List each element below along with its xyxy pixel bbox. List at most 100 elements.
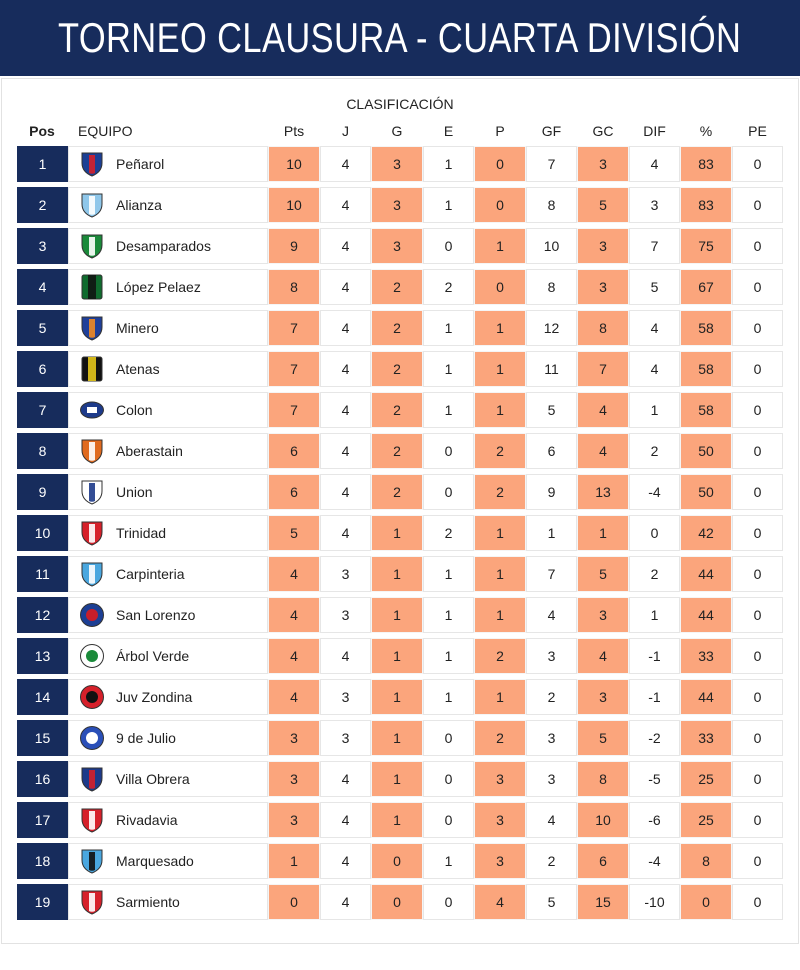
dif-cell: 5 <box>629 269 680 305</box>
table-row: 9 Union 6 4 2 0 2 9 13 -4 50 0 <box>0 474 800 510</box>
e-cell: 0 <box>423 884 474 920</box>
team-cell: 9 de Julio <box>68 720 268 756</box>
p-cell: 1 <box>474 228 526 264</box>
team-name: San Lorenzo <box>116 607 196 623</box>
pct-cell: 0 <box>680 884 732 920</box>
p-cell: 2 <box>474 433 526 469</box>
gf-cell: 4 <box>526 802 577 838</box>
team-cell: Minero <box>68 310 268 346</box>
pts-cell: 0 <box>268 884 320 920</box>
pct-cell: 33 <box>680 720 732 756</box>
gc-cell: 3 <box>577 679 629 715</box>
team-name: Árbol Verde <box>116 648 190 664</box>
dif-cell: -6 <box>629 802 680 838</box>
pe-cell: 0 <box>732 269 783 305</box>
team-crest-icon <box>79 889 105 915</box>
pct-cell: 42 <box>680 515 732 551</box>
pe-cell: 0 <box>732 884 783 920</box>
pts-cell: 4 <box>268 638 320 674</box>
team-name: Marquesado <box>116 853 194 869</box>
p-cell: 0 <box>474 269 526 305</box>
pe-cell: 0 <box>732 843 783 879</box>
j-cell: 4 <box>320 351 371 387</box>
pts-cell: 10 <box>268 146 320 182</box>
g-cell: 2 <box>371 433 423 469</box>
g-cell: 0 <box>371 884 423 920</box>
g-cell: 1 <box>371 556 423 592</box>
pe-cell: 0 <box>732 638 783 674</box>
table-subtitle: CLASIFICACIÓN <box>346 96 454 112</box>
team-name: Sarmiento <box>116 894 180 910</box>
j-cell: 3 <box>320 597 371 633</box>
pe-cell: 0 <box>732 515 783 551</box>
header-e: E <box>443 123 454 139</box>
p-cell: 0 <box>474 187 526 223</box>
e-cell: 0 <box>423 761 474 797</box>
g-cell: 1 <box>371 638 423 674</box>
table-row: 1 Peñarol 10 4 3 1 0 7 3 4 83 0 <box>0 146 800 182</box>
pct-cell: 44 <box>680 679 732 715</box>
gc-cell: 15 <box>577 884 629 920</box>
page-title: TORNEO CLAUSURA - CUARTA DIVISIÓN <box>58 14 742 61</box>
header-j: J <box>342 123 349 139</box>
team-crest-icon <box>79 274 105 300</box>
team-cell: Carpinteria <box>68 556 268 592</box>
pct-cell: 8 <box>680 843 732 879</box>
pct-cell: 50 <box>680 474 732 510</box>
team-crest-icon <box>79 315 105 341</box>
gf-cell: 3 <box>526 720 577 756</box>
g-cell: 3 <box>371 187 423 223</box>
position-cell: 15 <box>17 720 68 756</box>
gc-cell: 8 <box>577 310 629 346</box>
e-cell: 1 <box>423 638 474 674</box>
gc-cell: 3 <box>577 146 629 182</box>
position-cell: 19 <box>17 884 68 920</box>
team-crest-icon <box>79 438 105 464</box>
gc-cell: 4 <box>577 638 629 674</box>
pts-cell: 9 <box>268 228 320 264</box>
gc-cell: 13 <box>577 474 629 510</box>
pe-cell: 0 <box>732 679 783 715</box>
gf-cell: 11 <box>526 351 577 387</box>
team-crest-icon <box>79 643 105 669</box>
team-cell: Rivadavia <box>68 802 268 838</box>
g-cell: 2 <box>371 392 423 428</box>
table-row: 16 Villa Obrera 3 4 1 0 3 3 8 -5 25 0 <box>0 761 800 797</box>
team-name: Alianza <box>116 197 162 213</box>
team-cell: López Pelaez <box>68 269 268 305</box>
g-cell: 0 <box>371 843 423 879</box>
team-name: Trinidad <box>116 525 167 541</box>
g-cell: 3 <box>371 146 423 182</box>
pts-cell: 6 <box>268 474 320 510</box>
p-cell: 1 <box>474 556 526 592</box>
table-row: 19 Sarmiento 0 4 0 0 4 5 15 -10 0 0 <box>0 884 800 920</box>
team-crest-icon <box>79 684 105 710</box>
team-cell: Colon <box>68 392 268 428</box>
pts-cell: 3 <box>268 802 320 838</box>
dif-cell: -10 <box>629 884 680 920</box>
pct-cell: 58 <box>680 310 732 346</box>
table-row: 5 Minero 7 4 2 1 1 12 8 4 58 0 <box>0 310 800 346</box>
p-cell: 2 <box>474 638 526 674</box>
dif-cell: 4 <box>629 351 680 387</box>
g-cell: 1 <box>371 597 423 633</box>
position-cell: 9 <box>17 474 68 510</box>
team-cell: Desamparados <box>68 228 268 264</box>
j-cell: 3 <box>320 556 371 592</box>
position-cell: 13 <box>17 638 68 674</box>
p-cell: 1 <box>474 679 526 715</box>
title-banner: TORNEO CLAUSURA - CUARTA DIVISIÓN <box>0 0 800 76</box>
team-crest-icon <box>79 151 105 177</box>
p-cell: 3 <box>474 802 526 838</box>
e-cell: 0 <box>423 228 474 264</box>
pts-cell: 4 <box>268 556 320 592</box>
table-row: 3 Desamparados 9 4 3 0 1 10 3 7 75 0 <box>0 228 800 264</box>
position-cell: 1 <box>17 146 68 182</box>
pct-cell: 58 <box>680 392 732 428</box>
pts-cell: 8 <box>268 269 320 305</box>
e-cell: 1 <box>423 187 474 223</box>
dif-cell: 2 <box>629 556 680 592</box>
g-cell: 1 <box>371 720 423 756</box>
header-team: EQUIPO <box>78 123 133 139</box>
gc-cell: 10 <box>577 802 629 838</box>
